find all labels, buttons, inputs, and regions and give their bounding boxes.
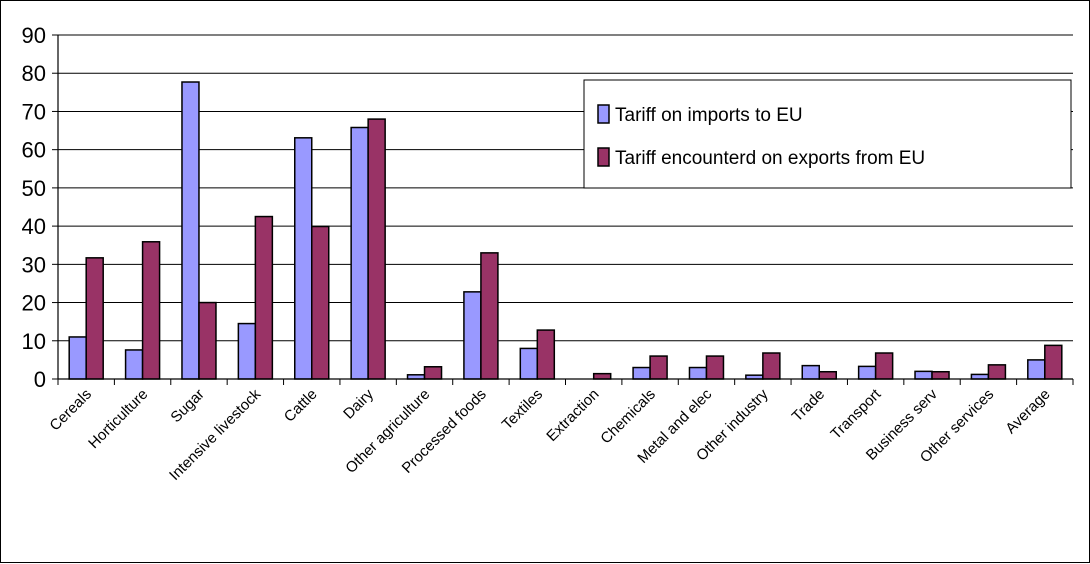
bar-imports [970,373,990,380]
bar-exports [818,370,837,380]
bar-imports [294,137,313,380]
y-tick-label: 10 [22,329,46,354]
legend-swatch [597,147,610,167]
y-tick-label: 30 [22,252,46,277]
bar-exports [254,215,274,380]
gridlines [58,34,1073,342]
legend-label: Tariff on imports to EU [615,105,803,126]
x-tick-label: Cattle [281,386,321,426]
y-tick-label: 60 [22,138,46,163]
bar-exports [1044,344,1063,380]
x-tick-label: Trade [789,386,828,425]
bar-exports [141,241,161,380]
legend-box [583,79,1072,189]
x-tick-label: Extraction [543,386,602,445]
bar-exports [649,355,668,380]
x-tick-label: Horticulture [85,386,151,452]
bar-exports [762,352,781,380]
bar-imports [857,365,877,380]
bar-imports [1027,359,1046,380]
bar-imports [801,364,820,380]
bar-imports [124,349,144,380]
bar-exports [536,329,556,380]
y-tick-label: 80 [22,61,46,86]
bar-exports [931,370,950,380]
y-tick-label: 20 [22,291,46,316]
bars [68,81,1063,380]
bar-imports [914,370,933,380]
y-tick-label: 70 [22,99,46,124]
bar-exports [592,372,612,380]
bar-imports [181,81,200,380]
bar-imports [237,322,257,380]
y-tick-label: 40 [22,214,46,239]
bar-imports [68,336,87,380]
bar-exports [85,257,104,380]
y-tick-labels: 0 10 20 30 40 50 60 70 80 90 [22,23,46,392]
bar-imports [406,374,426,380]
bar-exports [705,355,725,380]
y-tick-label: 50 [22,176,46,201]
x-tick-label: Transport [827,385,885,443]
bar-imports [688,366,708,380]
legend: Tariff on imports to EU Tariff encounterd… [583,79,1072,189]
x-tick-label: Textiles [499,386,546,433]
bar-exports [367,118,386,380]
bar-imports [350,126,369,380]
bar-exports [311,225,330,380]
x-tick-label: Dairy [340,385,377,422]
bar-imports [519,347,539,380]
bar-imports [632,366,651,380]
legend-swatch [597,104,610,124]
y-tick-label: 90 [22,23,46,48]
bar-exports [198,301,217,380]
x-tick-label: Sugar [167,386,207,426]
axes [52,34,1074,385]
x-tick-label: Cereals [46,386,95,435]
bar-exports [423,366,443,380]
legend-label: Tariff encounterd on exports from EU [615,148,925,169]
bar-exports [987,364,1007,380]
bar-exports [480,252,499,380]
bar-exports [874,352,894,380]
x-tick-label: Average [1002,386,1053,437]
bar-imports [463,291,482,380]
y-tick-label: 0 [34,367,46,392]
